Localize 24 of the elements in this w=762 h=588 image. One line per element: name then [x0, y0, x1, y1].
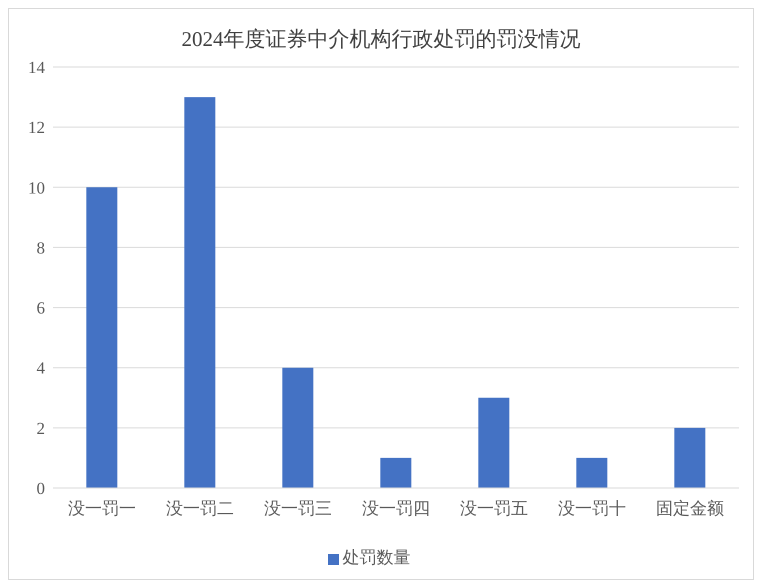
- chart-title: 2024年度证券中介机构行政处罚的罚没情况: [180, 26, 582, 53]
- bar: [282, 368, 314, 488]
- y-tick-label: 2: [36, 418, 45, 438]
- x-tick-label: 没一罚三: [264, 499, 332, 518]
- legend-label: 处罚数量: [342, 548, 410, 567]
- y-tick-label: 8: [36, 238, 45, 258]
- y-tick-label: 10: [28, 178, 45, 198]
- bar: [478, 398, 510, 488]
- y-tick-label: 6: [36, 298, 45, 318]
- bar: [674, 428, 706, 488]
- y-tick-label: 4: [36, 358, 46, 378]
- bar: [86, 187, 118, 488]
- x-tick-label: 没一罚二: [166, 499, 234, 518]
- bar: [380, 458, 412, 488]
- bar: [184, 97, 216, 488]
- x-tick-label: 没一罚四: [362, 499, 430, 518]
- x-tick-label: 没一罚一: [68, 499, 136, 518]
- x-tick-label: 没一罚五: [460, 499, 528, 518]
- x-tick-label: 固定金额: [656, 499, 724, 518]
- bar: [576, 458, 608, 488]
- y-tick-label: 14: [28, 58, 46, 78]
- x-tick-label: 没一罚十: [558, 499, 626, 518]
- y-tick-label: 0: [36, 479, 45, 498]
- y-tick-label: 12: [28, 118, 45, 138]
